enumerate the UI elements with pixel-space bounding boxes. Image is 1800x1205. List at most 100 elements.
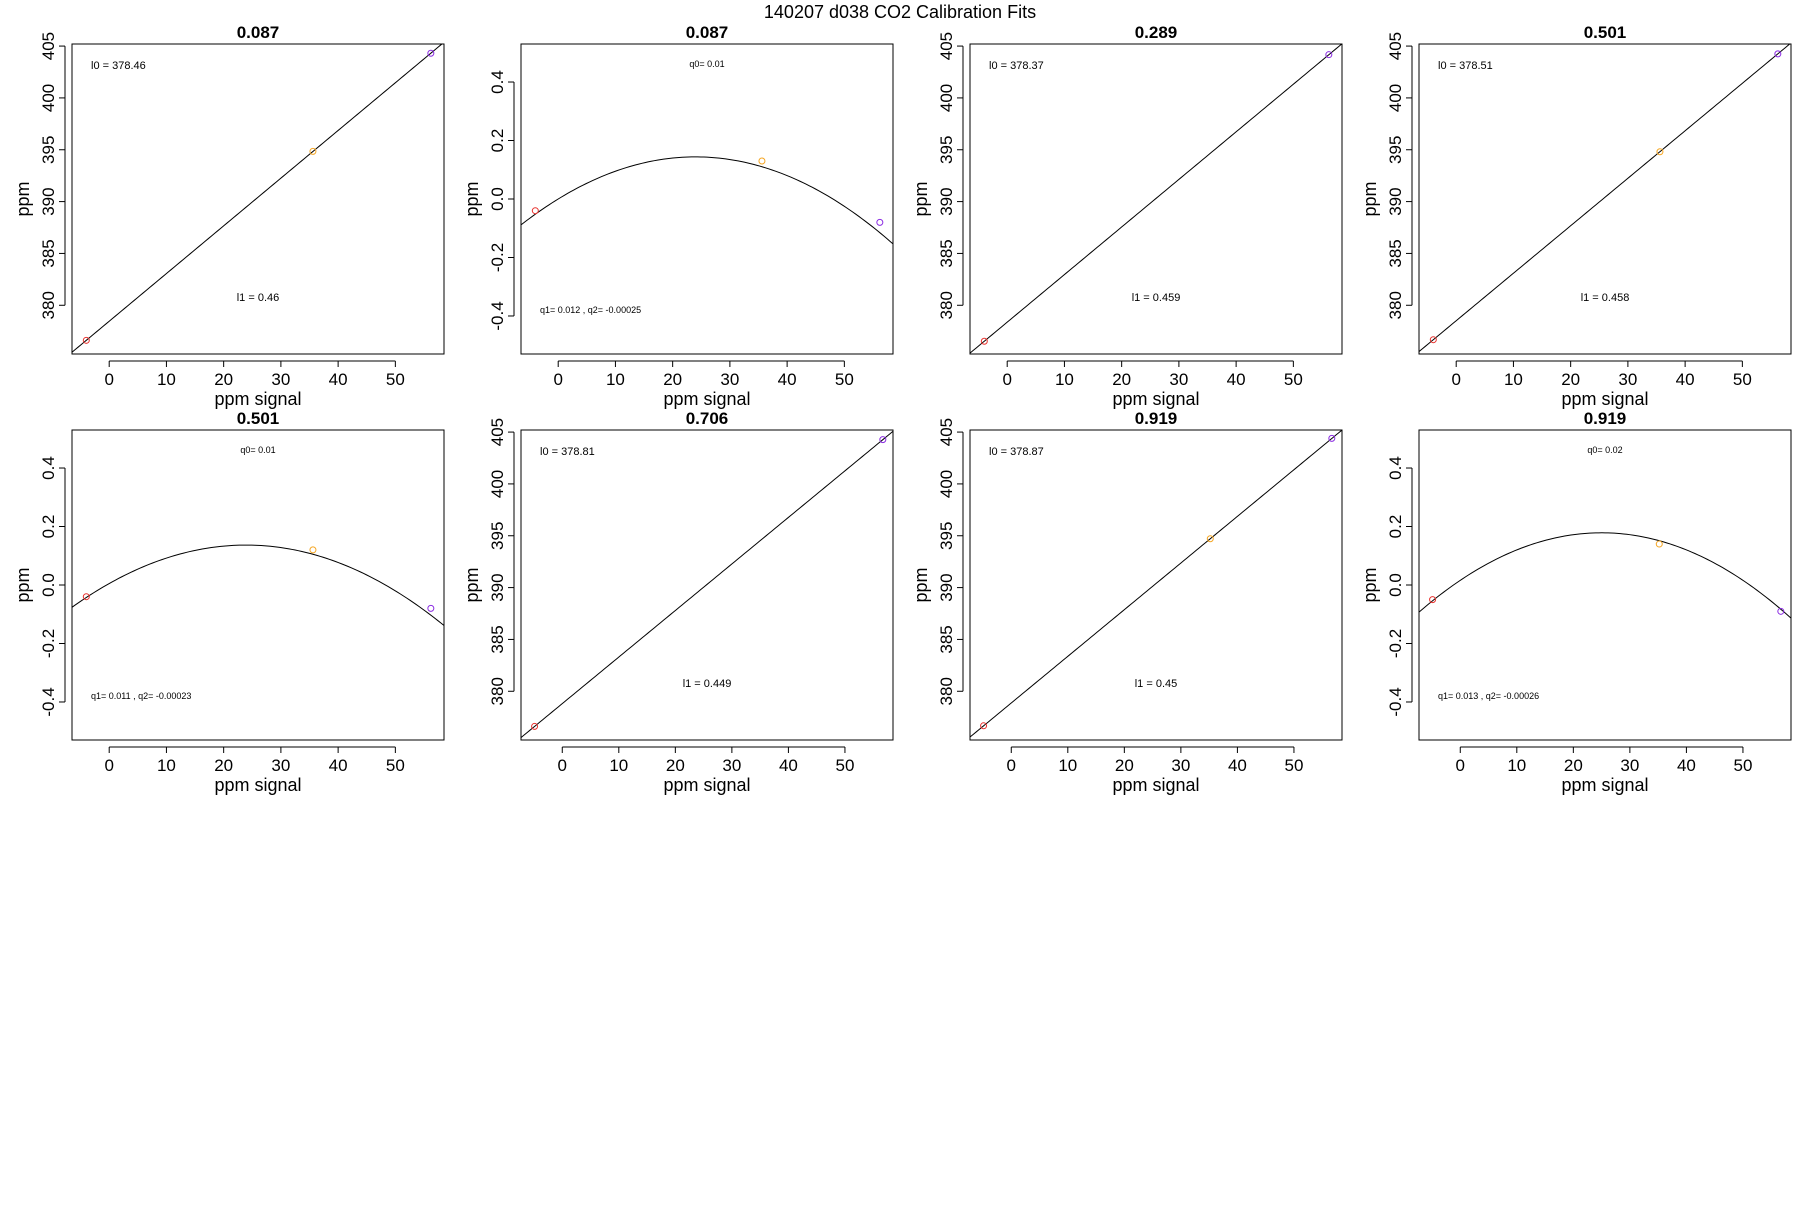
y-tick-label: 405 [488, 418, 507, 446]
x-tick-label: 20 [214, 370, 233, 389]
x-tick-label: 0 [553, 370, 562, 389]
x-tick-label: 30 [271, 756, 290, 775]
y-axis-label: ppm [1360, 567, 1380, 602]
y-tick-label: 385 [1386, 239, 1405, 267]
fit-line [521, 156, 893, 245]
y-axis-label: ppm [911, 181, 931, 216]
y-tick-label: 395 [1386, 136, 1405, 164]
y-axis-label: ppm [13, 181, 33, 216]
y-tick-label: 405 [937, 32, 956, 60]
plot-frame [1418, 429, 1792, 741]
x-axis-label: ppm signal [663, 389, 750, 409]
y-tick-label: 380 [937, 677, 956, 705]
data-point [1325, 51, 1333, 59]
data-point [1429, 336, 1437, 344]
data-point [82, 593, 90, 601]
data-point [1774, 50, 1782, 58]
y-tick-label: 0.2 [39, 515, 58, 539]
y-tick-label: 385 [488, 625, 507, 653]
y-tick-label: 390 [1386, 187, 1405, 215]
y-tick-label: 395 [488, 522, 507, 550]
y-tick-label: 385 [937, 239, 956, 267]
plot-frame [969, 429, 1343, 741]
x-tick-label: 40 [329, 756, 348, 775]
slope-annotation: l1 = 0.459 [1132, 292, 1181, 304]
panel-6: 0 10 20 30 40 50 380 385 390 395 400 405 0.706 ppm si… [462, 409, 894, 795]
x-axis-label: ppm signal [1112, 389, 1199, 409]
x-tick-label: 50 [1284, 370, 1303, 389]
x-tick-label: 10 [606, 370, 625, 389]
x-axis-label: ppm signal [663, 775, 750, 795]
x-tick-label: 10 [1504, 370, 1523, 389]
panel-title: 0.919 [1584, 409, 1627, 428]
panel-title: 0.919 [1135, 409, 1178, 428]
x-tick-label: 10 [1507, 756, 1526, 775]
x-tick-label: 40 [1676, 370, 1695, 389]
data-point [309, 147, 317, 155]
fit-line [970, 44, 1342, 354]
x-tick-label: 50 [1284, 756, 1303, 775]
plot-frame [969, 43, 1343, 355]
y-tick-label: 380 [937, 291, 956, 319]
y-tick-label: 395 [39, 136, 58, 164]
y-tick-label: 390 [937, 187, 956, 215]
y-axis-label: ppm [1360, 181, 1380, 216]
figure-title: 140207 d038 CO2 Calibration Fits [764, 2, 1036, 22]
y-tick-label: -0.4 [39, 687, 58, 716]
panel-7: 0 10 20 30 40 50 380 385 390 395 400 405 0.919 ppm si… [911, 409, 1343, 795]
y-tick-label: 390 [39, 187, 58, 215]
x-tick-label: 50 [386, 370, 405, 389]
intercept-annotation: l0 = 378.51 [1438, 60, 1493, 72]
q1-q2-annotation: q1= 0.013 , q2= -0.00026 [1438, 691, 1539, 701]
intercept-annotation: l0 = 378.81 [540, 446, 595, 458]
panel-8: 0 10 20 30 40 50 -0.4 -0.2 0.0 0.2 0.4 0.919 ppm sig… [1360, 409, 1792, 795]
x-tick-label: 30 [1620, 756, 1639, 775]
panel-3: 0 10 20 30 40 50 380 385 390 395 400 405 0.289 ppm si… [911, 23, 1343, 409]
y-axis-label: ppm [911, 567, 931, 602]
x-axis-label: ppm signal [214, 389, 301, 409]
data-point [1655, 540, 1663, 548]
x-tick-label: 10 [609, 756, 628, 775]
data-point [980, 337, 988, 345]
x-tick-label: 0 [104, 756, 113, 775]
x-tick-label: 30 [1169, 370, 1188, 389]
y-tick-label: -0.4 [1386, 687, 1405, 716]
fit-line [72, 44, 443, 353]
panel-title: 0.501 [237, 409, 280, 428]
x-tick-label: 40 [1227, 370, 1246, 389]
data-point [980, 722, 988, 730]
slope-annotation: l1 = 0.45 [1135, 678, 1178, 690]
x-tick-label: 30 [1618, 370, 1637, 389]
x-tick-label: 0 [1456, 756, 1465, 775]
slope-annotation: l1 = 0.449 [683, 678, 732, 690]
plot-frame [520, 43, 894, 355]
slope-annotation: l1 = 0.46 [237, 292, 280, 304]
y-tick-label: -0.2 [1386, 629, 1405, 658]
x-tick-label: 0 [1007, 756, 1016, 775]
x-axis-label: ppm signal [1112, 775, 1199, 795]
x-tick-label: 30 [722, 756, 741, 775]
x-axis-label: ppm signal [1561, 389, 1648, 409]
intercept-annotation: l0 = 378.87 [989, 446, 1044, 458]
fit-line [1419, 532, 1791, 619]
intercept-annotation: l0 = 378.46 [91, 60, 146, 72]
data-point [1777, 607, 1785, 615]
q0-annotation: q0= 0.01 [689, 59, 724, 69]
q1-q2-annotation: q1= 0.012 , q2= -0.00025 [540, 305, 641, 315]
x-tick-label: 40 [1228, 756, 1247, 775]
data-point [758, 157, 766, 165]
panel-title: 0.289 [1135, 23, 1178, 42]
panel-5: 0 10 20 30 40 50 -0.4 -0.2 0.0 0.2 0.4 0.501 ppm sig… [13, 409, 445, 795]
x-tick-label: 20 [1115, 756, 1134, 775]
y-tick-label: 380 [488, 677, 507, 705]
panel-title: 0.706 [686, 409, 729, 428]
panel-title: 0.501 [1584, 23, 1627, 42]
x-tick-label: 40 [778, 370, 797, 389]
x-tick-label: 0 [1451, 370, 1460, 389]
x-tick-label: 50 [386, 756, 405, 775]
y-tick-label: 400 [937, 470, 956, 498]
y-tick-label: 0.4 [488, 70, 507, 94]
x-tick-label: 50 [1733, 370, 1752, 389]
q0-annotation: q0= 0.01 [240, 445, 275, 455]
